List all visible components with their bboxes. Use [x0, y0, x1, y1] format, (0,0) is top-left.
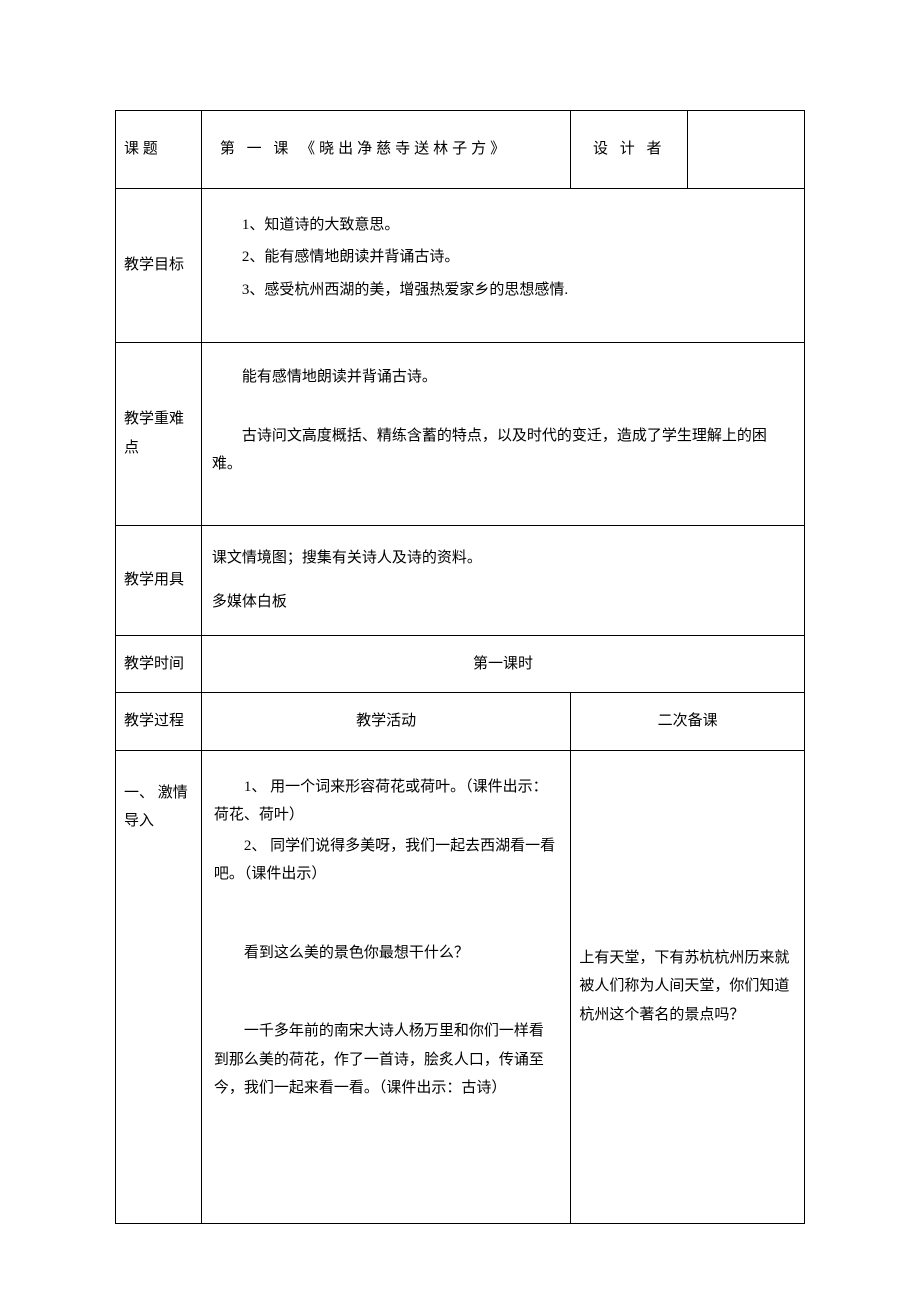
tools-label: 教学用具 [116, 525, 202, 635]
process-header-row: 教学过程 教学活动 二次备课 [116, 693, 805, 751]
goal-item: 2、能有感情地朗读并背诵古诗。 [212, 243, 794, 272]
secondary-content: 上有天堂，下有苏杭杭州历来就被人们称为人间天堂，你们知道杭州这个著名的景点吗？ [571, 750, 805, 1223]
goal-item: 3、感受杭州西湖的美，增强热爱家乡的思想感情. [212, 276, 794, 305]
designer-label: 设 计 者 [571, 111, 688, 189]
time-label: 教学时间 [116, 635, 202, 693]
section-label: 一、 激情导入 [116, 750, 202, 1223]
time-row: 教学时间 第一课时 [116, 635, 805, 693]
goals-content: 1、知道诗的大致意思。 2、能有感情地朗读并背诵古诗。 3、感受杭州西湖的美，增… [201, 188, 804, 343]
difficulty-point: 能有感情地朗读并背诵古诗。 [212, 363, 794, 392]
designer-value [688, 111, 805, 189]
activity-header: 教学活动 [201, 693, 570, 751]
difficulty-label: 教学重难点 [116, 343, 202, 526]
tools-content: 课文情境图；搜集有关诗人及诗的资料。 多媒体白板 [201, 525, 804, 635]
lesson-title: 第 一 课 《晓出净慈寺送林子方》 [201, 111, 570, 189]
difficulty-content: 能有感情地朗读并背诵古诗。 古诗问文高度概括、精练含蓄的特点，以及时代的变迁，造… [201, 343, 804, 526]
tools-line: 多媒体白板 [212, 588, 794, 617]
goals-row: 教学目标 1、知道诗的大致意思。 2、能有感情地朗读并背诵古诗。 3、感受杭州西… [116, 188, 805, 343]
difficulty-point: 古诗问文高度概括、精练含蓄的特点，以及时代的变迁，造成了学生理解上的困难。 [212, 422, 794, 479]
tools-line: 课文情境图；搜集有关诗人及诗的资料。 [212, 544, 794, 573]
process-label: 教学过程 [116, 693, 202, 751]
header-row: 课 题 第 一 课 《晓出净慈寺送林子方》 设 计 者 [116, 111, 805, 189]
goal-item: 1、知道诗的大致意思。 [212, 211, 794, 240]
activity-para: 2、 同学们说得多美呀，我们一起去西湖看一看吧。（课件出示） [214, 832, 558, 889]
lesson-plan-table: 课 题 第 一 课 《晓出净慈寺送林子方》 设 计 者 教学目标 1、知道诗的大… [115, 110, 805, 1224]
tools-row: 教学用具 课文情境图；搜集有关诗人及诗的资料。 多媒体白板 [116, 525, 805, 635]
activity-para: 1、 用一个词来形容荷花或荷叶。（课件出示：荷花、荷叶） [214, 773, 558, 830]
process-row: 一、 激情导入 1、 用一个词来形容荷花或荷叶。（课件出示：荷花、荷叶） 2、 … [116, 750, 805, 1223]
activity-para: 看到这么美的景色你最想干什么？ [214, 939, 558, 968]
goals-label: 教学目标 [116, 188, 202, 343]
topic-label: 课 题 [116, 111, 202, 189]
activity-para: 一千多年前的南宋大诗人杨万里和你们一样看到那么美的荷花，作了一首诗，脍炙人口，传… [214, 1017, 558, 1103]
secondary-header: 二次备课 [571, 693, 805, 751]
activity-content: 1、 用一个词来形容荷花或荷叶。（课件出示：荷花、荷叶） 2、 同学们说得多美呀… [201, 750, 570, 1223]
time-value: 第一课时 [201, 635, 804, 693]
difficulty-row: 教学重难点 能有感情地朗读并背诵古诗。 古诗问文高度概括、精练含蓄的特点，以及时… [116, 343, 805, 526]
